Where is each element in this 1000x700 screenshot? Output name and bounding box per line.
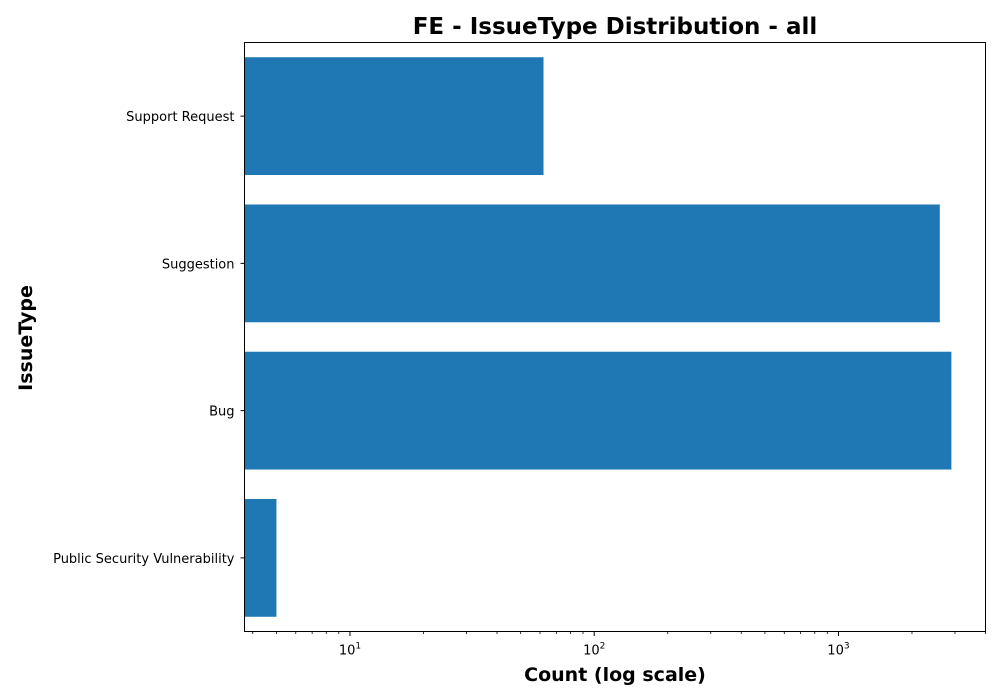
y-tick-label: Support Request [126,110,234,125]
y-tick-label: Public Security Vulnerability [53,552,235,567]
x-axis-label: Count (log scale) [524,664,706,686]
x-tick-label: 102 [583,642,605,659]
chart-title: FE - IssueType Distribution - all [413,14,818,40]
x-tick-label: 101 [339,642,361,659]
bar-suggestion [244,204,940,323]
y-tick-label: Suggestion [162,257,235,272]
y-axis-label: IssueType [15,285,37,391]
plot-frame [244,42,986,632]
bar-bug [244,351,952,470]
bar-public-security-vulnerability [244,498,277,617]
x-tick-label: 103 [827,642,849,659]
bar-support-request [244,57,544,176]
y-axis: Support Request Suggestion Bug Public Secur… [53,110,245,567]
x-axis: 101 102 103 [252,631,986,659]
y-tick-label: Bug [209,405,234,420]
bars-group [244,57,952,617]
